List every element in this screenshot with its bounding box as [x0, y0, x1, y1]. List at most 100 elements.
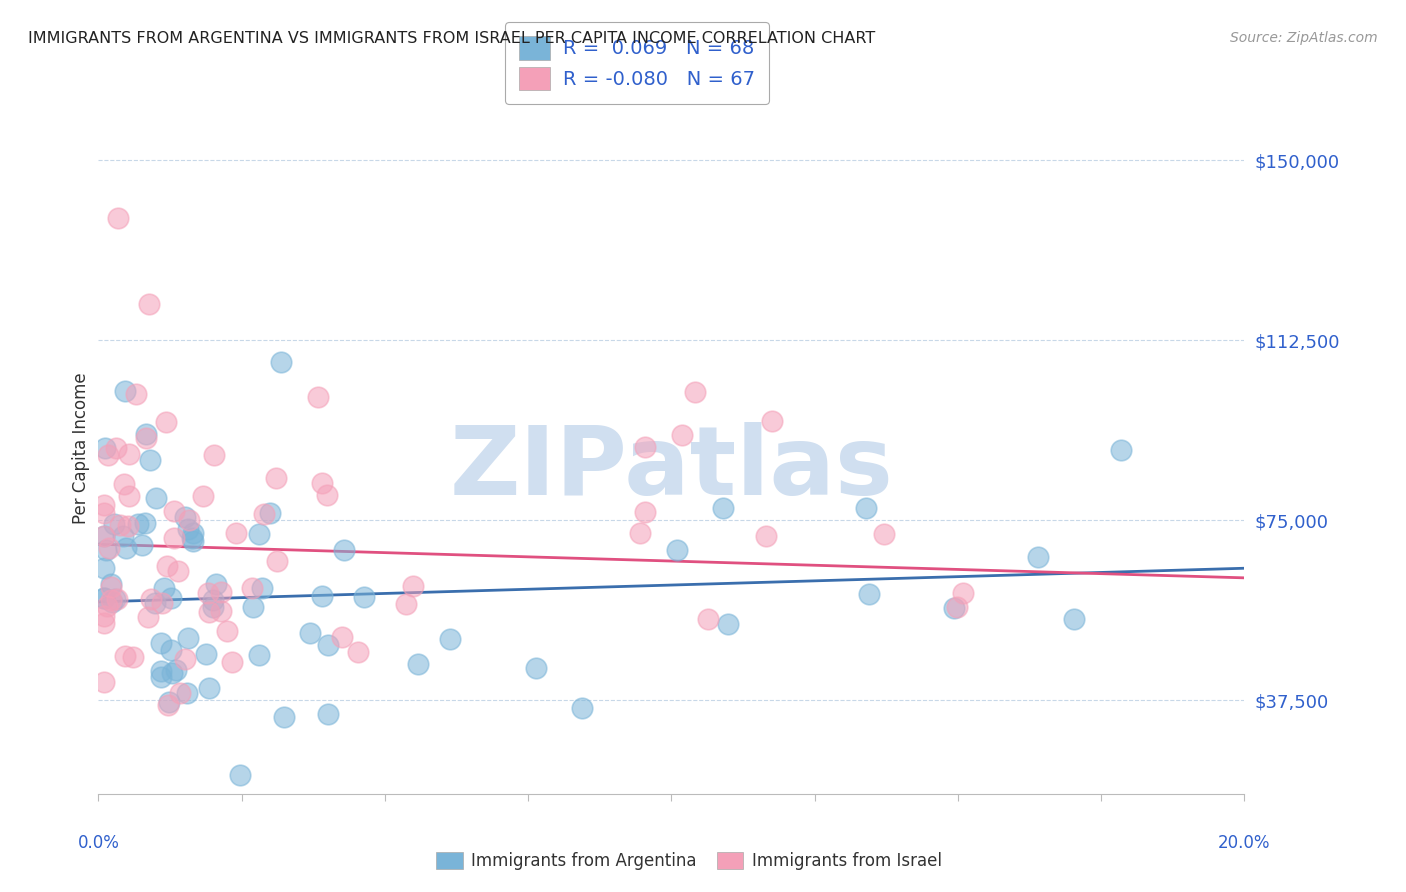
Point — [160, 591, 183, 605]
Point — [761, 414, 783, 428]
Point — [160, 666, 183, 681]
Point — [174, 652, 197, 666]
Point — [104, 442, 127, 456]
Point — [439, 632, 461, 647]
Point — [112, 476, 135, 491]
Point — [240, 582, 263, 596]
Point — [264, 470, 287, 484]
Point — [101, 595, 124, 609]
Point — [104, 592, 127, 607]
Point — [118, 489, 141, 503]
Point — [1109, 443, 1132, 458]
Point — [114, 541, 136, 555]
Point — [103, 517, 125, 532]
Point — [201, 600, 224, 615]
Point — [93, 529, 115, 543]
Point — [93, 506, 115, 520]
Point — [165, 663, 187, 677]
Point — [198, 681, 221, 695]
Point — [127, 516, 149, 531]
Point — [311, 476, 333, 491]
Point — [209, 604, 232, 618]
Point — [93, 615, 115, 630]
Point — [270, 355, 292, 369]
Point — [215, 624, 238, 638]
Point — [93, 591, 115, 605]
Point — [180, 531, 202, 545]
Point — [93, 529, 115, 543]
Point — [108, 517, 131, 532]
Point — [136, 610, 159, 624]
Point — [94, 441, 117, 455]
Text: Source: ZipAtlas.com: Source: ZipAtlas.com — [1230, 31, 1378, 45]
Point — [157, 698, 180, 712]
Point — [717, 617, 740, 632]
Point — [105, 591, 128, 606]
Point — [273, 709, 295, 723]
Point — [872, 526, 894, 541]
Point — [204, 577, 226, 591]
Point — [118, 447, 141, 461]
Legend: Immigrants from Argentina, Immigrants from Israel: Immigrants from Argentina, Immigrants fr… — [429, 845, 949, 877]
Point — [229, 767, 252, 781]
Point — [307, 390, 329, 404]
Point — [755, 529, 778, 543]
Point — [131, 538, 153, 552]
Point — [156, 558, 179, 573]
Point — [149, 670, 172, 684]
Point — [402, 579, 425, 593]
Point — [671, 428, 693, 442]
Y-axis label: Per Capita Income: Per Capita Income — [72, 373, 90, 524]
Point — [93, 591, 115, 605]
Point — [683, 384, 706, 399]
Point — [177, 631, 200, 645]
Point — [141, 591, 163, 606]
Point — [952, 586, 974, 600]
Point — [114, 384, 136, 398]
Point — [93, 675, 115, 690]
Point — [155, 415, 177, 429]
Text: IMMIGRANTS FROM ARGENTINA VS IMMIGRANTS FROM ISRAEL PER CAPITA INCOME CORRELATIO: IMMIGRANTS FROM ARGENTINA VS IMMIGRANTS … — [28, 31, 876, 46]
Point — [198, 605, 221, 619]
Point — [299, 625, 322, 640]
Point — [696, 611, 718, 625]
Point — [211, 585, 233, 599]
Point — [946, 600, 969, 615]
Point — [1063, 611, 1085, 625]
Point — [174, 509, 197, 524]
Point — [169, 685, 191, 699]
Point — [117, 519, 139, 533]
Point — [122, 649, 145, 664]
Point — [135, 431, 157, 445]
Point — [252, 581, 274, 595]
Point — [195, 648, 218, 662]
Point — [406, 657, 429, 671]
Point — [347, 645, 370, 659]
Point — [204, 448, 226, 462]
Point — [97, 448, 120, 462]
Point — [316, 488, 339, 502]
Point — [711, 501, 734, 516]
Point — [100, 581, 122, 595]
Point — [163, 504, 186, 518]
Text: ZIPatlas: ZIPatlas — [450, 423, 893, 516]
Point — [943, 600, 966, 615]
Point — [316, 707, 339, 722]
Point — [311, 589, 333, 603]
Point — [93, 498, 115, 512]
Point — [149, 664, 172, 678]
Point — [353, 590, 375, 604]
Point — [176, 686, 198, 700]
Point — [177, 522, 200, 536]
Point — [571, 701, 593, 715]
Point — [100, 577, 122, 591]
Point — [160, 643, 183, 657]
Point — [153, 581, 176, 595]
Point — [150, 596, 173, 610]
Point — [201, 593, 224, 607]
Point — [134, 516, 156, 530]
Point — [157, 695, 180, 709]
Point — [135, 426, 157, 441]
Point — [100, 592, 122, 607]
Point — [181, 525, 204, 540]
